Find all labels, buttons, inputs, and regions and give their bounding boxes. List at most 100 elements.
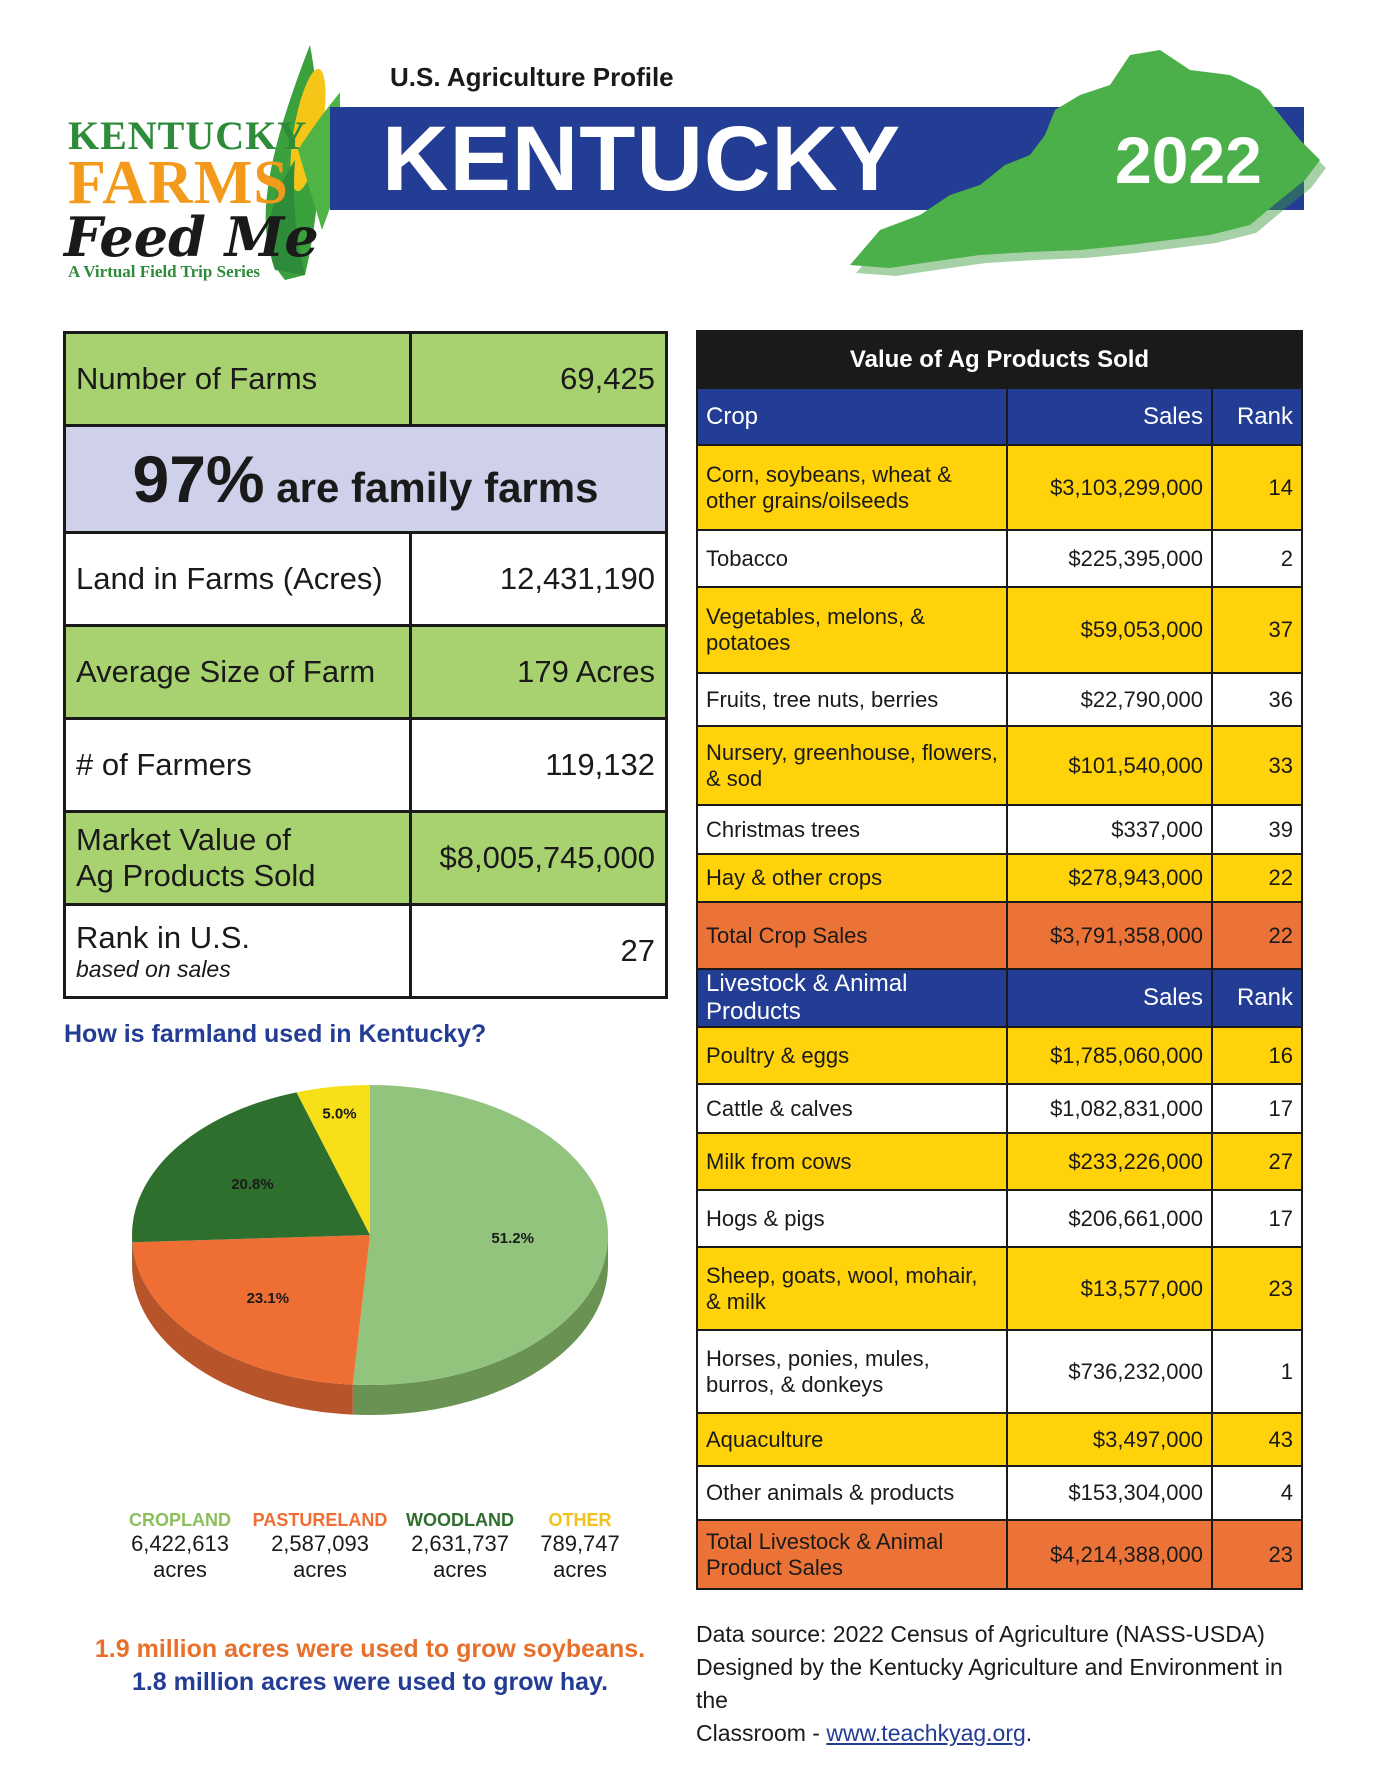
row-sales: $22,790,000 — [1006, 672, 1213, 727]
row-sales: $3,103,299,000 — [1006, 444, 1213, 531]
avg-size-value: 179 Acres — [409, 624, 668, 720]
legend-unit: acres — [433, 1557, 487, 1582]
row-sales: $3,791,358,000 — [1006, 901, 1213, 970]
legend-name: PASTURELAND — [252, 1510, 388, 1530]
livestock-header-sales: Sales — [1006, 968, 1213, 1028]
livestock-total-row: Total Livestock & Animal Product Sales $… — [696, 1519, 1303, 1590]
row-rank: 36 — [1211, 672, 1303, 727]
rank-label-main: Rank in U.S. — [76, 919, 251, 955]
row-sales: $337,000 — [1006, 804, 1213, 855]
data-source-note: Data source: 2022 Census of Agriculture … — [696, 1618, 1316, 1750]
pie-slice-other — [296, 1085, 370, 1235]
family-text: are family farms — [276, 464, 599, 511]
row-rank: 27 — [1211, 1132, 1303, 1191]
row-name: Nursery, greenhouse, flowers, & sod — [696, 725, 1008, 806]
row-sales: $736,232,000 — [1006, 1329, 1213, 1414]
row-rank: 1 — [1211, 1329, 1303, 1414]
row-name: Fruits, tree nuts, berries — [696, 672, 1008, 727]
pie-side-pastureland — [132, 1242, 353, 1415]
source-line-1: Data source: 2022 Census of Agriculture … — [696, 1621, 1265, 1647]
table-row: Milk from cows $233,226,000 27 — [696, 1132, 1303, 1191]
row-name: Vegetables, melons, & potatoes — [696, 586, 1008, 674]
legend-item-pastureland: PASTURELAND 2,587,093 acres — [250, 1510, 390, 1583]
source-prefix: Classroom - — [696, 1720, 827, 1746]
avg-size-label: Average Size of Farm — [63, 624, 412, 720]
row-sales: $278,943,000 — [1006, 853, 1213, 903]
crop-header-sales: Sales — [1006, 387, 1213, 446]
row-name: Other animals & products — [696, 1465, 1008, 1521]
crop-header-rank: Rank — [1211, 387, 1303, 446]
table-row: Hay & other crops $278,943,000 22 — [696, 853, 1303, 903]
legend-item-woodland: WOODLAND 2,631,737 acres — [390, 1510, 530, 1583]
row-name: Horses, ponies, mules, burros, & donkeys — [696, 1329, 1008, 1414]
rank-label: Rank in U.S. based on sales — [63, 903, 412, 999]
row-rank: 2 — [1211, 529, 1303, 588]
row-sales: $1,082,831,000 — [1006, 1083, 1213, 1134]
row-rank: 37 — [1211, 586, 1303, 674]
row-name: Milk from cows — [696, 1132, 1008, 1191]
row-sales: $233,226,000 — [1006, 1132, 1213, 1191]
legend-acres: 789,747 — [540, 1531, 620, 1556]
row-rank: 23 — [1211, 1519, 1303, 1590]
row-name: Christmas trees — [696, 804, 1008, 855]
row-rank: 17 — [1211, 1083, 1303, 1134]
teachkyag-link[interactable]: www.teachkyag.org — [826, 1720, 1026, 1746]
logo-line-kentucky: KENTUCKY — [68, 113, 308, 158]
row-rank: 22 — [1211, 901, 1303, 970]
table-row: Christmas trees $337,000 39 — [696, 804, 1303, 855]
row-rank: 23 — [1211, 1246, 1303, 1331]
table-row: Corn, soybeans, wheat & other grains/oil… — [696, 444, 1303, 531]
source-suffix: . — [1025, 1720, 1033, 1746]
legend-acres: 2,631,737 — [411, 1531, 509, 1556]
pie-label-pastureland: 23.1% — [247, 1290, 290, 1307]
pie-label-cropland: 51.2% — [491, 1230, 534, 1247]
farms-label: Number of Farms — [63, 331, 412, 427]
value-table-title-row: Value of Ag Products Sold — [696, 330, 1303, 389]
table-row: Tobacco $225,395,000 2 — [696, 529, 1303, 588]
row-name: Hogs & pigs — [696, 1189, 1008, 1248]
table-row: Hogs & pigs $206,661,000 17 — [696, 1189, 1303, 1248]
farmers-label: # of Farmers — [63, 717, 412, 813]
state-title: KENTUCKY — [382, 108, 902, 210]
table-row: Fruits, tree nuts, berries $22,790,000 3… — [696, 672, 1303, 727]
row-sales: $4,214,388,000 — [1006, 1519, 1213, 1590]
hay-fact: 1.8 million acres were used to grow hay. — [131, 1668, 609, 1696]
row-rank: 39 — [1211, 804, 1303, 855]
source-line-3: Classroom - www.teachkyag.org. — [696, 1717, 1316, 1750]
crop-header-row: Crop Sales Rank — [696, 387, 1303, 446]
legend-item-cropland: CROPLAND 6,422,613 acres — [110, 1510, 250, 1583]
stats-row-market-value: Market Value of Ag Products Sold $8,005,… — [63, 810, 668, 906]
pie-slice-pastureland — [132, 1235, 370, 1385]
land-label: Land in Farms (Acres) — [63, 531, 412, 627]
table-row: Aquaculture $3,497,000 43 — [696, 1412, 1303, 1467]
market-label: Market Value of Ag Products Sold — [63, 810, 412, 906]
crop-total-row: Total Crop Sales $3,791,358,000 22 — [696, 901, 1303, 970]
row-sales: $153,304,000 — [1006, 1465, 1213, 1521]
row-name: Total Livestock & Animal Product Sales — [696, 1519, 1008, 1590]
stats-row-family: 97% are family farms — [63, 424, 668, 534]
corn-icon — [265, 45, 340, 280]
ag-products-value-table: Value of Ag Products Sold Crop Sales Ran… — [696, 330, 1303, 1590]
row-rank: 43 — [1211, 1412, 1303, 1467]
livestock-header-rank: Rank — [1211, 968, 1303, 1028]
stats-row-rank: Rank in U.S. based on sales 27 — [63, 903, 668, 999]
legend-item-other: OTHER 789,747 acres — [510, 1510, 650, 1583]
row-sales: $206,661,000 — [1006, 1189, 1213, 1248]
pie-label-other: 5.0% — [322, 1106, 356, 1123]
legend-acres: 2,587,093 — [271, 1531, 369, 1556]
row-sales: $13,577,000 — [1006, 1246, 1213, 1331]
farmland-use-pie-chart: 51.2% 23.1% 20.8% 5.0% — [132, 1085, 608, 1415]
value-table-title: Value of Ag Products Sold — [696, 330, 1303, 389]
logo-tagline: A Virtual Field Trip Series — [68, 262, 261, 281]
market-label-line1: Market Value of — [76, 822, 291, 857]
kentucky-farms-feed-me-logo: KENTUCKY FARMS Feed Me A Virtual Field T… — [60, 40, 340, 290]
row-name: Aquaculture — [696, 1412, 1008, 1467]
row-name: Sheep, goats, wool, mohair, & milk — [696, 1246, 1008, 1331]
row-rank: 16 — [1211, 1026, 1303, 1085]
pie-slice-woodland — [132, 1092, 370, 1243]
table-row: Other animals & products $153,304,000 4 — [696, 1465, 1303, 1521]
row-sales: $225,395,000 — [1006, 529, 1213, 588]
pie-legend: CROPLAND 6,422,613 acres PASTURELAND 2,5… — [110, 1510, 640, 1590]
row-name: Corn, soybeans, wheat & other grains/oil… — [696, 444, 1008, 531]
row-name: Cattle & calves — [696, 1083, 1008, 1134]
